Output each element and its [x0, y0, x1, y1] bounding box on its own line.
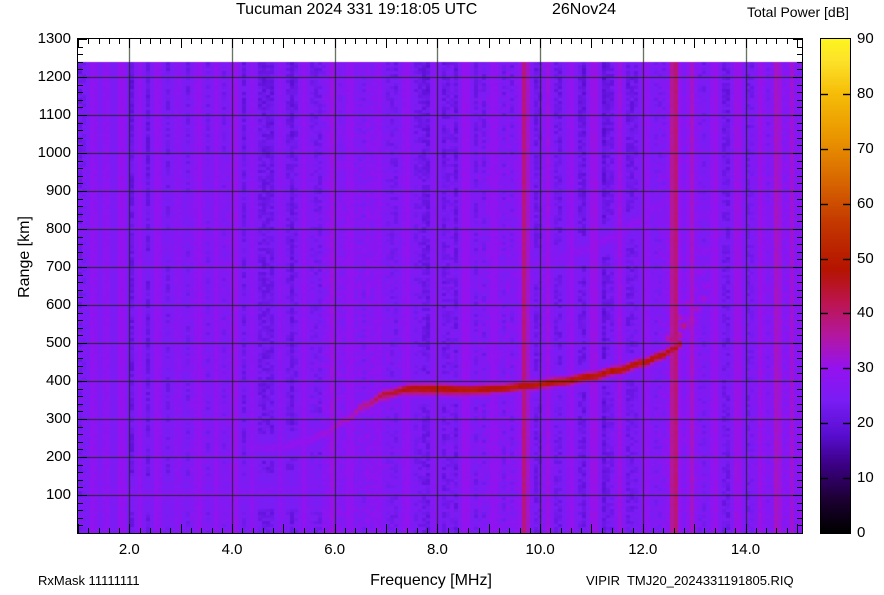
x-tick-label: 2.0 [118, 541, 140, 558]
y-tick-label: 500 [45, 334, 71, 351]
y-tick-label: 1100 [38, 106, 71, 123]
y-tick-label: 600 [45, 296, 71, 313]
colorbar-tick-label: 20 [857, 414, 874, 432]
x-tick-label: 12.0 [628, 541, 658, 558]
y-tick-label: 1000 [37, 144, 71, 161]
rxmask-label: RxMask 11111111 [38, 573, 140, 588]
y-tick-label: 300 [45, 410, 71, 427]
ionogram-heatmap-canvas[interactable] [78, 39, 802, 533]
instrument-file-label: VIPIR TMJ20_2024331191805.RIQ [586, 573, 794, 588]
page-title-date: 26Nov24 [552, 1, 617, 18]
y-tick-label: 1200 [37, 68, 71, 85]
page-title: Tucuman 2024 331 19:18:05 UTC [236, 1, 478, 18]
colorbar-tick-label: 0 [857, 524, 866, 541]
y-tick-label: 800 [45, 220, 71, 237]
ionogram-plot-area[interactable] [77, 38, 803, 534]
colorbar-tick-label: 40 [857, 304, 874, 322]
colorbar-title: Total Power [dB] [747, 4, 849, 20]
colorbar-gradient-canvas [821, 39, 850, 533]
colorbar-tick-label: 70 [857, 139, 874, 157]
x-axis-label: Frequency [MHz] [370, 572, 492, 589]
colorbar-tick-label: 80 [857, 84, 874, 102]
colorbar-tick-label: 30 [857, 359, 874, 377]
y-tick-label: 100 [45, 486, 71, 503]
x-tick-label: 14.0 [730, 541, 761, 558]
colorbar[interactable] [820, 38, 851, 534]
x-tick-label: 4.0 [221, 541, 243, 558]
colorbar-tick-label: 50 [857, 249, 874, 267]
y-tick-label: 400 [45, 372, 71, 389]
y-tick-label: 900 [45, 182, 71, 199]
colorbar-tick-label: 90 [857, 30, 874, 47]
y-tick-label: 700 [45, 258, 71, 275]
y-tick-label: 200 [45, 448, 71, 465]
x-tick-label: 6.0 [324, 541, 346, 558]
colorbar-tick-label: 10 [857, 469, 874, 487]
x-tick-label: 8.0 [426, 541, 448, 558]
y-tick-label: 1300 [37, 30, 71, 47]
colorbar-tick-label: 60 [857, 194, 874, 212]
x-tick-label: 10.0 [525, 541, 555, 558]
